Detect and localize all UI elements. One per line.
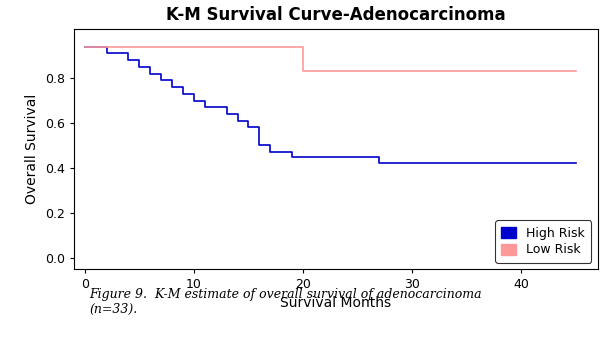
Legend: High Risk, Low Risk: High Risk, Low Risk	[495, 220, 591, 263]
Title: K-M Survival Curve-Adenocarcinoma: K-M Survival Curve-Adenocarcinoma	[166, 6, 506, 24]
Y-axis label: Overall Survival: Overall Survival	[25, 94, 39, 204]
X-axis label: Survival Months: Survival Months	[280, 297, 391, 311]
Text: Figure 9.  K-M estimate of overall survival of adenocarcinoma
(n=33).: Figure 9. K-M estimate of overall surviv…	[90, 288, 482, 316]
